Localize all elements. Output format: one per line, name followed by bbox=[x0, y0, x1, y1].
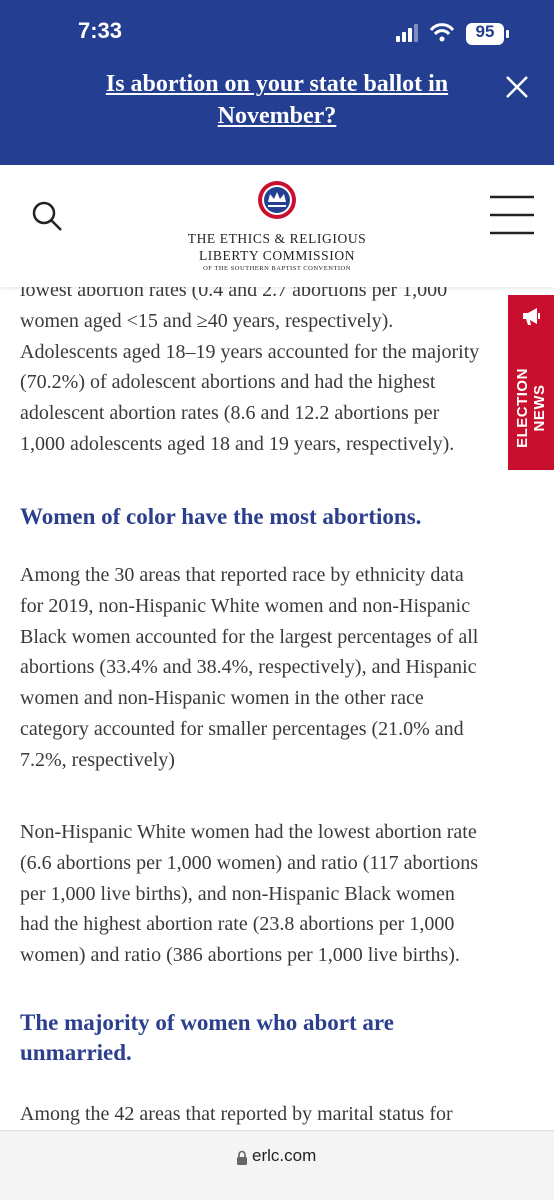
site-header: THE ETHICS & RELIGIOUS LIBERTY COMMISSIO… bbox=[0, 165, 554, 287]
section-heading: unmarried. bbox=[20, 1040, 132, 1065]
search-icon[interactable] bbox=[30, 199, 64, 233]
paragraph-line: women and non-Hispanic women in the othe… bbox=[20, 687, 424, 710]
paragraph-line: women) and ratio (386 abortions per 1,00… bbox=[20, 944, 460, 967]
url: erlc.com bbox=[252, 1146, 317, 1165]
paragraph-line: Adolescents aged 18–19 years accounted f… bbox=[20, 340, 480, 363]
paragraph-line: women aged <15 and ≥40 years, respective… bbox=[20, 309, 394, 332]
paragraph-line: category accounted for smaller percentag… bbox=[20, 718, 464, 740]
battery-level: 95 bbox=[475, 22, 495, 41]
paragraph-line: had the highest abortion rate (23.8 abor… bbox=[20, 913, 455, 936]
paragraph-line: 7.2%, respectively) bbox=[20, 748, 175, 771]
address-bar: erlc.com bbox=[0, 1130, 554, 1200]
org-name: LIBERTY COMMISSION bbox=[198, 248, 356, 263]
paragraph-line: Non-Hispanic White women had the lowest … bbox=[20, 821, 477, 843]
org-subtitle: OF THE SOUTHERN BAPTIST CONVENTION bbox=[203, 265, 351, 272]
banner: 7:33 95 Is abortion on your state ballot… bbox=[0, 0, 554, 165]
paragraph-line: for 2019, non-Hispanic White women and n… bbox=[20, 594, 471, 617]
paragraph-line: Among the 30 areas that reported race by… bbox=[20, 564, 464, 586]
paragraph-line: Black women accounted for the largest pe… bbox=[20, 625, 479, 648]
logo[interactable] bbox=[257, 180, 297, 220]
section-heading: The majority of women who abort are bbox=[20, 1010, 394, 1035]
paragraph-line: abortions (33.4% and 38.4%, respectively… bbox=[20, 656, 477, 679]
org-name: THE ETHICS & RELIGIOUS bbox=[187, 231, 367, 246]
paragraph-line: per 1,000 live births), and non-Hispanic… bbox=[20, 882, 455, 905]
side-tab[interactable]: ELECTION NEWS bbox=[508, 295, 554, 470]
paragraph-line: (70.2%) of adolescent abortions and had … bbox=[20, 371, 436, 394]
paragraph-line: 1,000 adolescents aged 18 and 19 years, … bbox=[20, 433, 455, 455]
megaphone-icon bbox=[523, 308, 540, 325]
paragraph-line: adolescent abortion rates (8.6 and 12.2 … bbox=[20, 402, 440, 425]
status-time: 7:33 bbox=[77, 18, 123, 43]
status-icons bbox=[396, 23, 509, 45]
close-button[interactable] bbox=[505, 75, 529, 99]
banner-link[interactable]: November? bbox=[217, 103, 337, 129]
side-tab-label: ELECTION NEWS bbox=[514, 368, 548, 448]
lock-icon bbox=[237, 1150, 247, 1165]
section-heading: Women of color have the most abortions. bbox=[20, 504, 422, 529]
menu-icon[interactable] bbox=[488, 193, 536, 237]
paragraph-line: (6.6 abortions per 1,000 women) and rati… bbox=[20, 851, 479, 874]
paragraph-line: Among the 42 areas that reported by mari… bbox=[20, 1103, 453, 1125]
banner-link[interactable]: Is abortion on your state ballot in bbox=[105, 71, 449, 97]
